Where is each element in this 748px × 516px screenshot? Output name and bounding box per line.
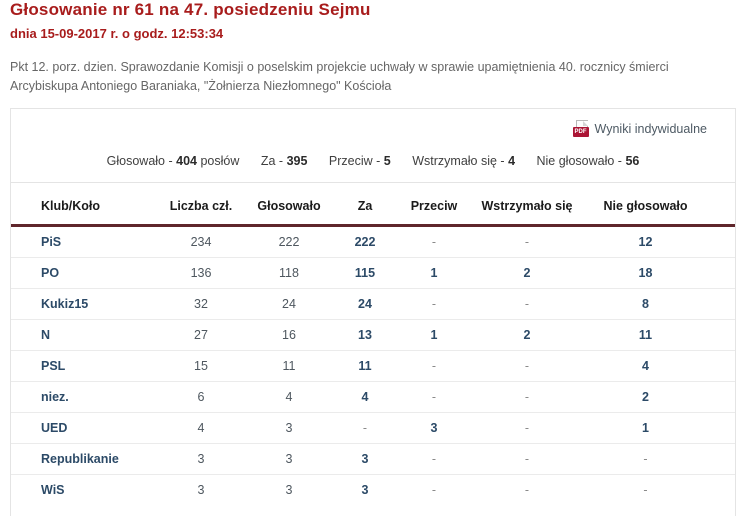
for-cell: 3 [332,474,398,506]
not-voted-cell: 8 [584,288,735,320]
members-cell: 6 [156,381,246,413]
for-cell: 24 [332,288,398,320]
club-name-cell[interactable]: PiS [41,235,62,250]
results-table: Klub/Koło Liczba czł. Głosowało Za Przeciw Ws… [11,183,735,506]
vote-description: Pkt 12. porz. dzien. Sprawozdanie Komisj… [10,60,669,93]
club-name-cell[interactable]: N [11,319,156,351]
against-cell: 1 [398,319,470,351]
voted-cell: 222 [278,235,300,250]
voted-cell: 16 [246,319,332,351]
table-row: niez. 6 4 4 - - 2 [11,381,735,413]
abstained-cell: - [470,288,584,320]
club-name-cell[interactable]: UED [11,412,156,444]
table-row: N 27 16 13 1 2 11 [11,319,735,351]
for-cell: 13 [332,319,398,351]
members-cell: 4 [156,412,246,444]
not-voted-cell: 11 [584,319,735,351]
individual-results-link[interactable]: PDF Wyniki indywidualne [572,120,707,138]
against-cell: 1 [398,257,470,289]
not-voted-cell: - [584,474,735,506]
members-cell: 3 [156,474,246,506]
abstained-cell: 2 [470,257,584,289]
against-cell: - [398,288,470,320]
table-row: PiS 234 222 222 - - 12 [11,226,735,258]
club-name-cell[interactable]: PSL [11,350,156,382]
members-cell: 3 [156,443,246,475]
column-header-6: Nie głosowało [584,183,735,228]
summary-item: Wstrzymało się - 4 [412,154,516,169]
against-cell: - [398,381,470,413]
table-row: Republikanie 3 3 3 - - - [11,443,735,475]
column-header-3: Za [332,183,398,228]
table-header-row: Klub/Koło Liczba czł. Głosowało Za Przeciw Ws… [11,183,735,228]
voted-cell: 3 [246,412,332,444]
against-cell: - [398,350,470,382]
results-panel: PDF Wyniki indywidualne Głosowało - 404 … [10,108,736,516]
vote-date: dnia 15-09-2017 r. o godz. 12:53:34 [10,26,224,42]
abstained-cell: - [470,474,584,506]
for-cell: - [332,412,398,444]
pdf-file-icon: PDF [572,120,589,138]
against-cell: - [431,235,437,250]
pdf-badge: PDF [572,127,589,138]
voted-cell: 11 [246,350,332,382]
column-header-1: Liczba czł. [156,183,246,228]
for-cell: 222 [354,235,376,250]
column-header-2: Głosowało [246,183,332,228]
vote-summary: Głosowało - 404 posłów Za - 395 Przeciw … [11,154,735,168]
summary-item: Głosowało - 404 posłów [106,154,240,169]
table-row: PO 136 118 115 1 2 18 [11,257,735,289]
not-voted-cell: 1 [584,412,735,444]
page-title: Głosowanie nr 61 na 47. posiedzeniu Sejm… [10,0,371,19]
voted-cell: 4 [246,381,332,413]
members-cell: 15 [156,350,246,382]
summary-item: Nie głosowało - 56 [536,154,640,169]
club-name-cell[interactable]: Kukiz15 [11,288,156,320]
abstained-cell: - [524,235,530,250]
for-cell: 115 [332,257,398,289]
for-cell: 4 [332,381,398,413]
column-header-0: Klub/Koło [11,183,156,228]
column-header-4: Przeciw [398,183,470,228]
members-cell: 32 [156,288,246,320]
results-table-body: PiS 234 222 222 - - 12 PO 136 118 115 1 … [11,226,735,506]
club-name-cell[interactable]: PO [11,257,156,289]
not-voted-cell: 12 [638,235,653,250]
summary-item: Za - 395 [260,154,308,169]
club-name-cell[interactable]: WiS [11,474,156,506]
against-cell: 3 [398,412,470,444]
club-name-cell[interactable]: niez. [11,381,156,413]
against-cell: - [398,443,470,475]
individual-results-label: Wyniki indywidualne [594,121,707,136]
for-cell: 3 [332,443,398,475]
voted-cell: 3 [246,443,332,475]
voted-cell: 118 [246,257,332,289]
table-row: PSL 15 11 11 - - 4 [11,350,735,382]
abstained-cell: - [470,443,584,475]
table-row: UED 4 3 - 3 - 1 [11,412,735,444]
abstained-cell: - [470,381,584,413]
members-cell: 27 [156,319,246,351]
summary-item: Przeciw - 5 [328,154,391,169]
members-cell: 234 [190,235,212,250]
voted-cell: 24 [246,288,332,320]
table-row: WiS 3 3 3 - - - [11,474,735,506]
abstained-cell: 2 [470,319,584,351]
abstained-cell: - [470,350,584,382]
results-summary-section: PDF Wyniki indywidualne Głosowało - 404 … [11,109,735,184]
not-voted-cell: 18 [584,257,735,289]
not-voted-cell: - [584,443,735,475]
table-row: Kukiz15 32 24 24 - - 8 [11,288,735,320]
against-cell: - [398,474,470,506]
for-cell: 11 [332,350,398,382]
club-name-cell[interactable]: Republikanie [11,443,156,475]
abstained-cell: - [470,412,584,444]
voted-cell: 3 [246,474,332,506]
members-cell: 136 [156,257,246,289]
not-voted-cell: 2 [584,381,735,413]
not-voted-cell: 4 [584,350,735,382]
column-header-5: Wstrzymało się [470,183,584,228]
